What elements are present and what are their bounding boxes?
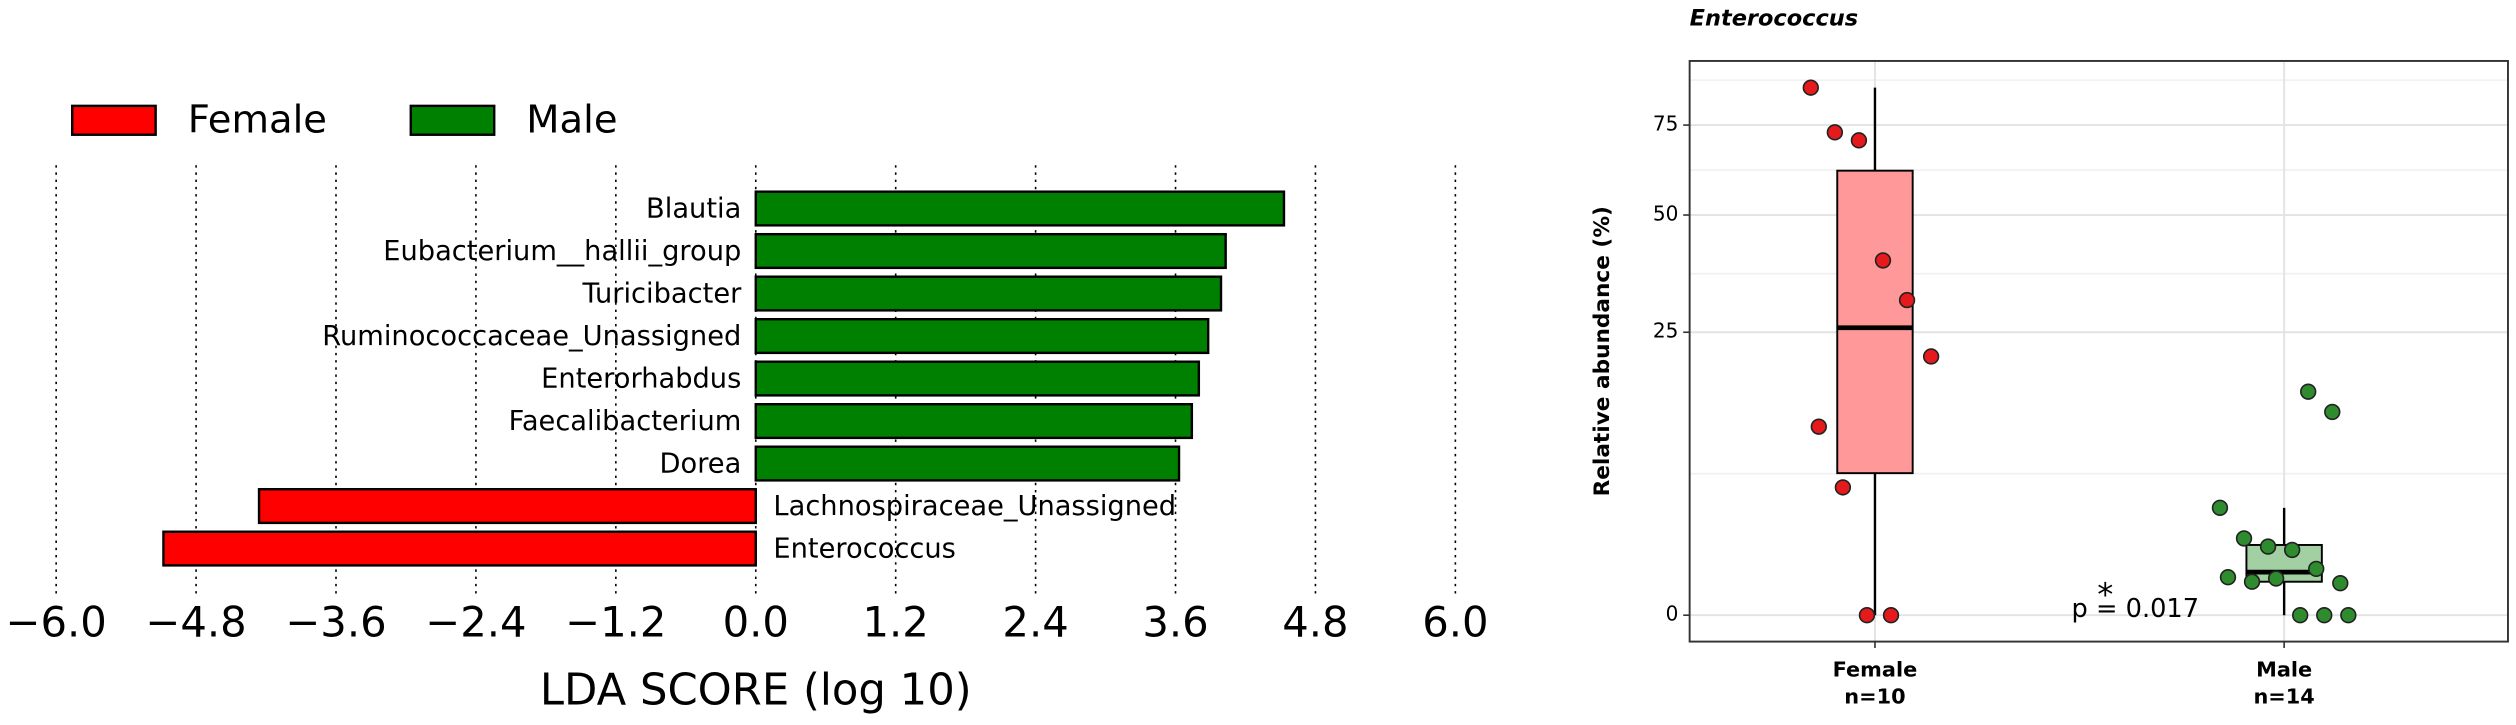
category-label: Faecalibacterium xyxy=(509,406,742,437)
y-axis-label: Relative abundance (%) xyxy=(1590,206,1615,496)
point xyxy=(2340,607,2357,624)
x-tick-label: 1.2 xyxy=(863,598,929,647)
point xyxy=(2219,569,2237,586)
y-tick-label: 75 xyxy=(1653,112,1679,136)
category-label: Dorea xyxy=(660,449,742,480)
x-tick-label: Male xyxy=(2256,657,2312,681)
point xyxy=(2259,538,2277,555)
point xyxy=(2243,573,2261,590)
point xyxy=(1922,348,1940,365)
category-label: Enterorhabdus xyxy=(541,364,741,395)
legend-label: Male xyxy=(526,97,617,142)
bar xyxy=(162,530,757,567)
category-label: Turicibacter xyxy=(581,279,742,310)
legend-swatch xyxy=(409,104,496,136)
box xyxy=(1836,169,1914,475)
bar xyxy=(754,317,1210,355)
bar xyxy=(754,360,1201,397)
x-tick-label: 3.6 xyxy=(1142,598,1208,647)
point xyxy=(1826,124,1844,141)
x-tick-label: −4.8 xyxy=(145,598,246,647)
bar xyxy=(754,275,1223,312)
x-tick-label: 6.0 xyxy=(1422,598,1488,647)
x-tick-label: 2.4 xyxy=(1002,598,1068,647)
bar xyxy=(754,403,1194,440)
legend-swatch xyxy=(71,104,157,136)
bar xyxy=(754,445,1181,482)
point xyxy=(1882,607,1900,624)
point xyxy=(2308,560,2325,578)
point xyxy=(2291,607,2309,624)
x-axis-label: LDA SCORE (log 10) xyxy=(540,665,972,715)
point xyxy=(2324,403,2341,421)
x-tick-label: −3.6 xyxy=(285,598,386,647)
point xyxy=(2332,575,2349,592)
point xyxy=(1834,479,1852,496)
x-tick-label: Female xyxy=(1833,657,1918,681)
x-tick-label: −2.4 xyxy=(425,598,526,647)
bar xyxy=(754,232,1227,270)
point xyxy=(1802,79,1819,96)
annotation-mark: * xyxy=(2097,576,2113,614)
x-tick-label: −1.2 xyxy=(565,598,666,647)
panel xyxy=(1689,60,2508,642)
category-label: Enterococcus xyxy=(773,534,955,565)
x-tick-label: 4.8 xyxy=(1282,598,1348,647)
point xyxy=(2300,383,2317,400)
chart-title: Enterococcus xyxy=(1690,6,1859,32)
bar xyxy=(754,190,1286,227)
point xyxy=(2267,570,2285,587)
category-label: Ruminococcaceae_Unassigned xyxy=(322,321,741,352)
x-tick-note: n=10 xyxy=(1844,685,1905,709)
point xyxy=(1810,418,1827,435)
panel-border xyxy=(1688,59,2509,643)
annotation: p = 0.017 xyxy=(2072,594,2200,624)
y-tick-label: 50 xyxy=(1653,202,1679,226)
legend-label: Female xyxy=(188,97,327,142)
point xyxy=(1874,252,1892,269)
bar xyxy=(257,488,757,525)
x-tick-label: 0.0 xyxy=(723,598,789,647)
category-label: Blautia xyxy=(646,194,741,225)
point xyxy=(1850,132,1868,149)
point xyxy=(1858,607,1876,624)
y-tick-label: 25 xyxy=(1653,319,1679,343)
y-tick-label: 0 xyxy=(1666,602,1679,626)
point xyxy=(2283,541,2301,559)
point xyxy=(1898,291,1916,309)
point xyxy=(2316,607,2333,624)
point xyxy=(2211,499,2229,517)
point xyxy=(2235,530,2253,547)
x-tick-note: n=14 xyxy=(2253,685,2314,709)
category-label: Eubacterium__hallii_group xyxy=(383,236,741,267)
category-label: Lachnospiraceae_Unassigned xyxy=(773,491,1176,522)
x-tick-label: −6.0 xyxy=(6,598,107,647)
